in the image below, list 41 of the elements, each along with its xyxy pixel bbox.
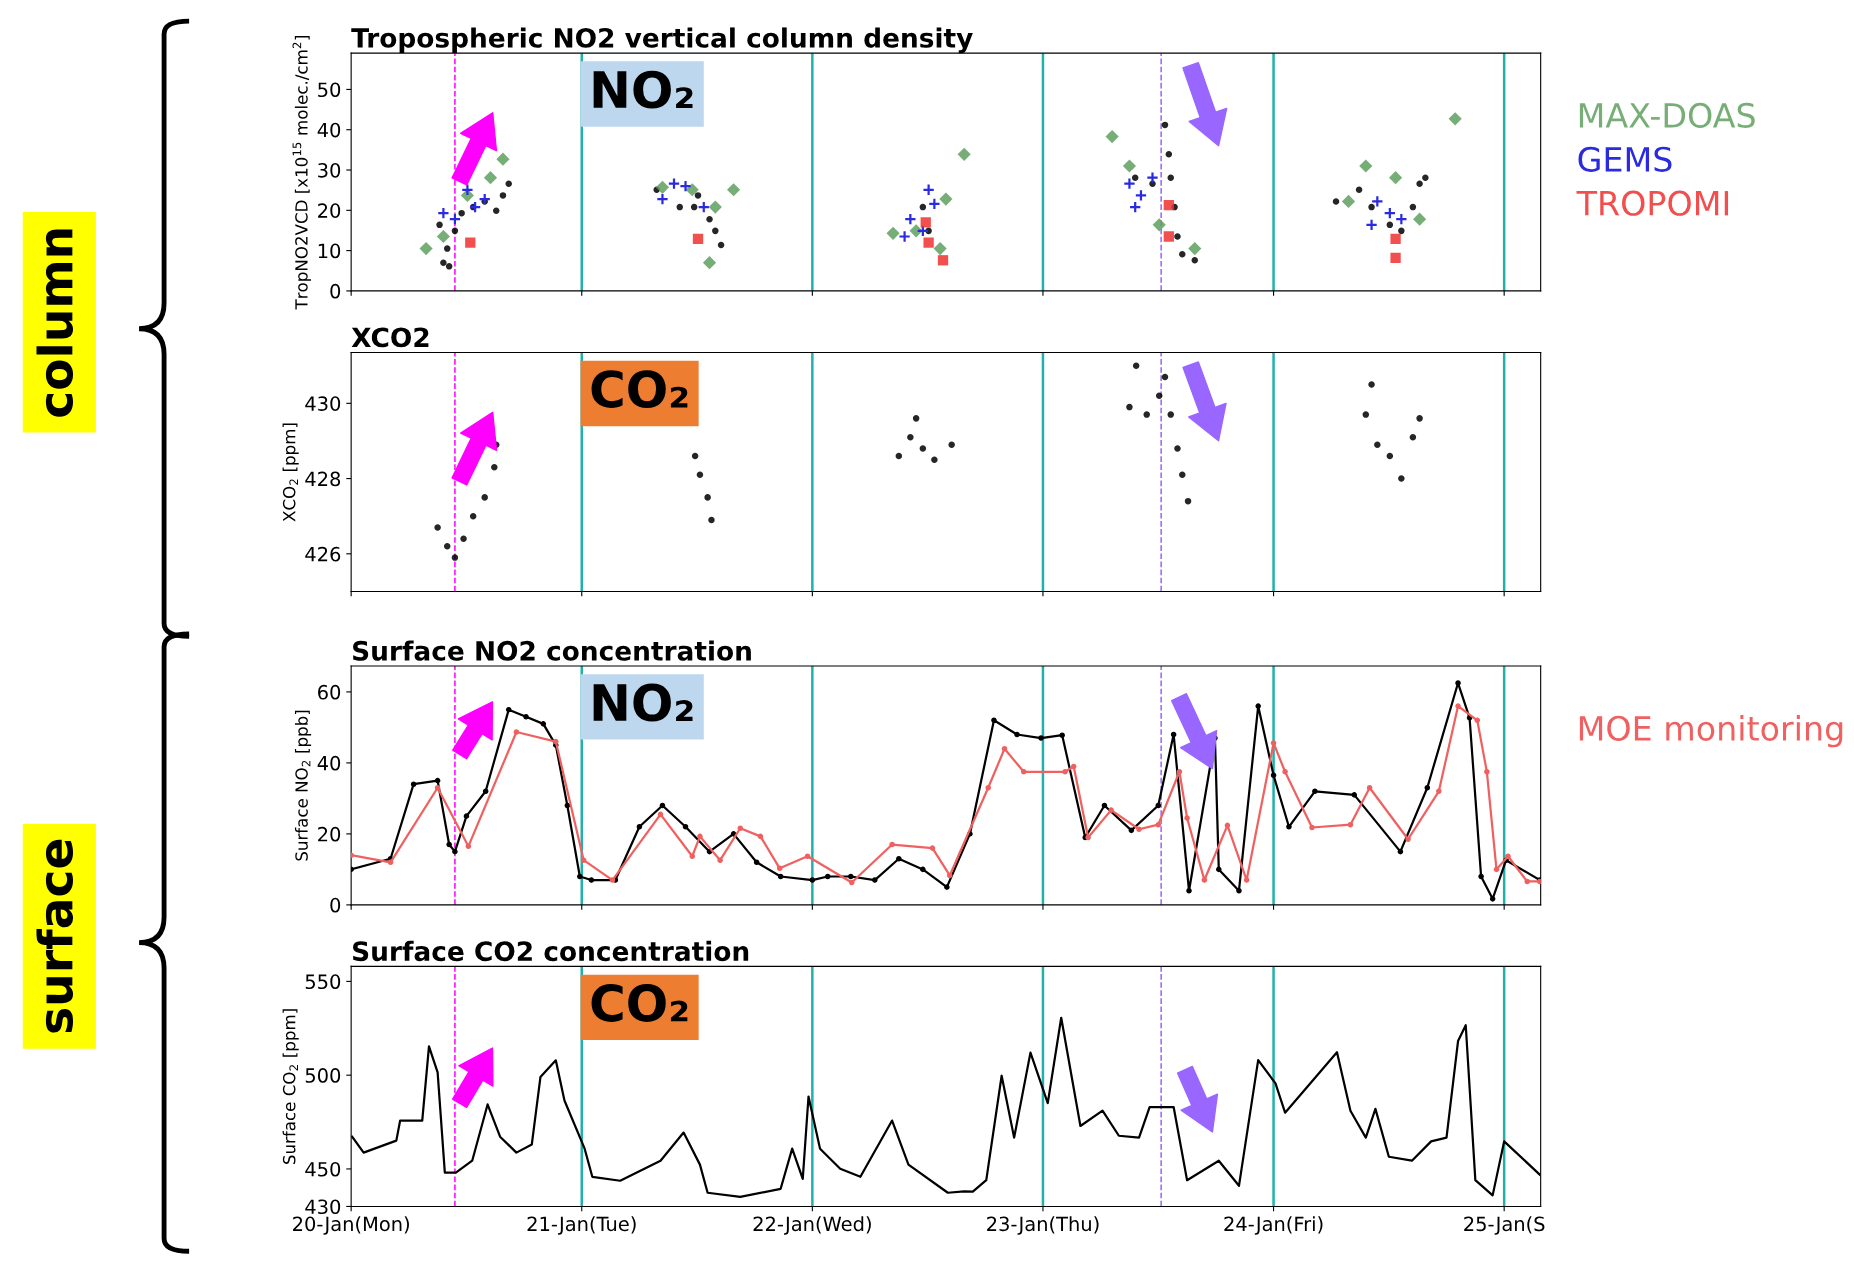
x-tick-label: 24-Jan(Fri) — [1224, 1216, 1323, 1235]
y-tick-label: 10 — [318, 243, 341, 259]
x-tick-label: 20-Jan(Mon) — [293, 1216, 409, 1235]
chart-title: XCO2 — [351, 327, 429, 348]
y-tick-label: 0 — [330, 897, 341, 913]
text: surface — [36, 839, 74, 1033]
y-tick-label: 20 — [318, 826, 341, 842]
x-tick-label: 25-Jan(S — [1464, 1216, 1545, 1235]
annotation: NO₂ — [593, 683, 693, 722]
y-tick-label: 0 — [330, 283, 341, 299]
y-tick-label: 428 — [305, 471, 341, 487]
text: column — [36, 229, 74, 417]
chart-title: Surface CO2 concentration — [353, 940, 749, 962]
y-axis-title: Surface NO$_{2}$ [ppb] — [294, 710, 312, 861]
y-tick-label: 50 — [318, 82, 341, 98]
y-tick-label: 20 — [318, 203, 341, 218]
y-tick-label: 60 — [318, 684, 341, 700]
y-tick-label: 500 — [305, 1068, 341, 1083]
chart-title: Surface NO2 concentration — [353, 640, 751, 661]
text: MOE monitoring — [1579, 715, 1843, 748]
y-tick-label: 40 — [317, 122, 341, 138]
x-tick-label: 22-Jan(Wed) — [753, 1216, 871, 1235]
y-tick-label: 30 — [318, 162, 341, 178]
y-tick-label: 426 — [305, 546, 341, 562]
x-tick-label: 23-Jan(Thu) — [987, 1216, 1099, 1235]
text: GEMS — [1578, 146, 1672, 172]
y-axis-title: XCO$_{2}$ [ppm] — [282, 423, 299, 522]
y-tick-label: 430 — [305, 396, 341, 411]
annotation: CO₂ — [591, 370, 688, 408]
annotation: NO₂ — [593, 70, 693, 109]
y-tick-label: 450 — [305, 1161, 341, 1177]
y-tick-label: 550 — [305, 974, 341, 990]
chart-title: Tropospheric NO2 vertical column density — [351, 27, 973, 54]
text: TROPOMI — [1576, 190, 1729, 216]
y-axis-title: TropNO2VCD [x10$^{15}$ molec./cm$^{2}$] — [292, 36, 311, 310]
y-axis-title: Surface CO$_{2}$ [ppm] — [282, 1009, 299, 1164]
x-tick-label: 21-Jan(Tue) — [527, 1216, 636, 1235]
y-tick-label: 430 — [305, 1199, 341, 1215]
text: MAX-DOAS — [1579, 102, 1755, 128]
annotation: CO₂ — [591, 984, 688, 1022]
y-tick-label: 40 — [317, 755, 341, 771]
